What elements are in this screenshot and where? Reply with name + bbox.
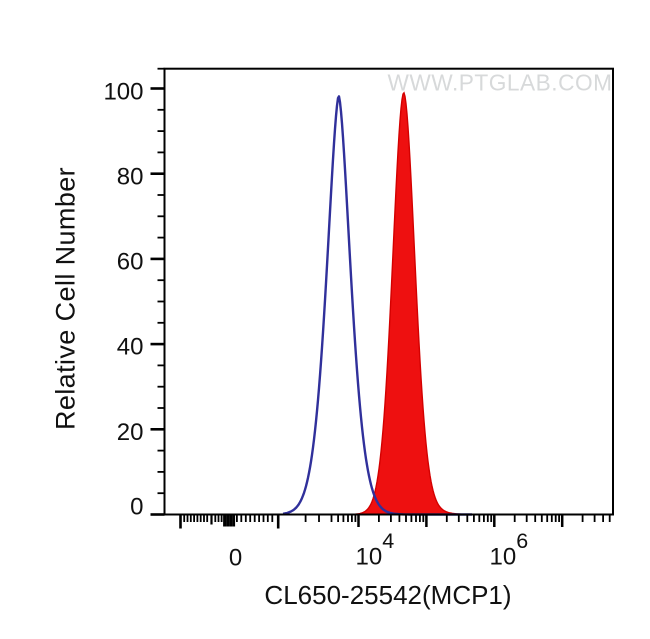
svg-text:100: 100 [103,78,143,105]
svg-text:0: 0 [130,494,143,521]
svg-text:CL650-25542(MCP1): CL650-25542(MCP1) [264,580,511,610]
svg-text:80: 80 [117,163,144,190]
svg-text:40: 40 [117,334,144,361]
svg-text:20: 20 [117,419,144,446]
svg-text:Relative Cell Number: Relative Cell Number [51,167,81,430]
svg-text:0: 0 [229,545,242,572]
svg-text:60: 60 [117,249,144,276]
svg-text:WWW.PTGLAB.COM: WWW.PTGLAB.COM [387,70,612,96]
